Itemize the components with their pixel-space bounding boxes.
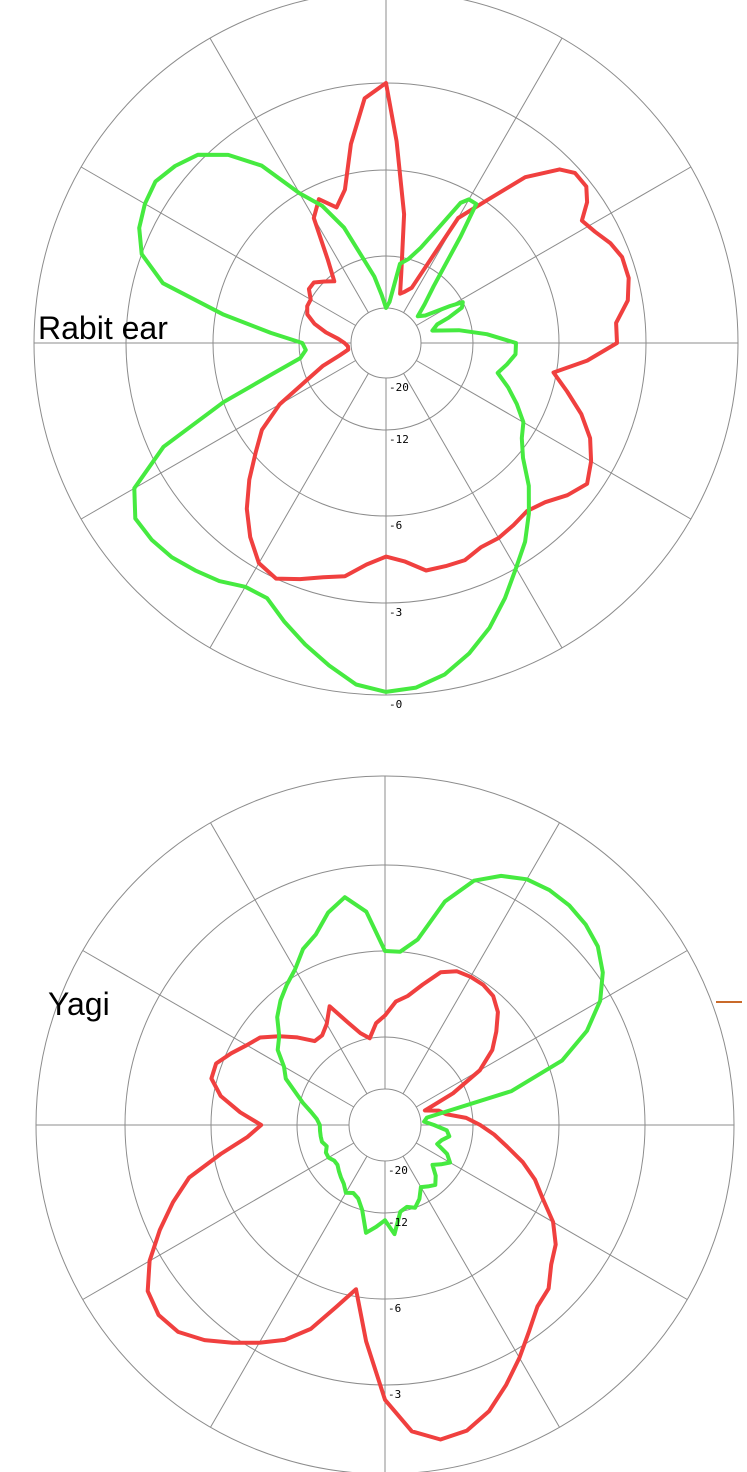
yagi-ring-0 [349,1089,421,1161]
yagi-spoke-240 [83,1143,354,1300]
rabbit-ear-tick-label-4: -0 [389,698,402,711]
yagi-spoke-150 [403,1156,560,1427]
rabbit-ear-polar-chart: -20 -12 -6 -3 -0 Rabit ear [0,0,747,736]
rabbit-ear-tick-label-0: -20 [389,381,409,394]
yagi-spoke-30 [403,823,560,1094]
yagi-polar-chart: -20-12-6-3-0 Yagi [0,736,747,1472]
yagi-tick-label-2: -6 [388,1302,401,1315]
yagi-polar-plot: -20-12-6-3-0 [0,736,747,1472]
yagi-series-red [148,971,556,1439]
rabbit-ear-tick-label-1: -12 [389,433,409,446]
rabbit-ear-ring-0 [351,308,421,378]
yagi-spoke-300 [83,951,354,1108]
rabbit-ear-label: Rabit ear [38,312,168,344]
yagi-tick-label-3: -3 [388,1388,401,1401]
yagi-tick-label-0: -20 [388,1164,408,1177]
rabbit-ear-tick-label-3: -3 [389,606,402,619]
yagi-spoke-60 [416,951,687,1108]
yagi-series-green [277,876,603,1234]
rabbit-ear-polar-plot: -20 -12 -6 -3 -0 [0,0,747,736]
yagi-tick-label-1: -12 [388,1216,408,1229]
rabbit-ear-series-green [134,155,529,692]
stray-mark [716,1001,742,1003]
rabbit-ear-tick-label-2: -6 [389,519,402,532]
yagi-spoke-210 [211,1156,368,1427]
yagi-label: Yagi [48,988,110,1020]
